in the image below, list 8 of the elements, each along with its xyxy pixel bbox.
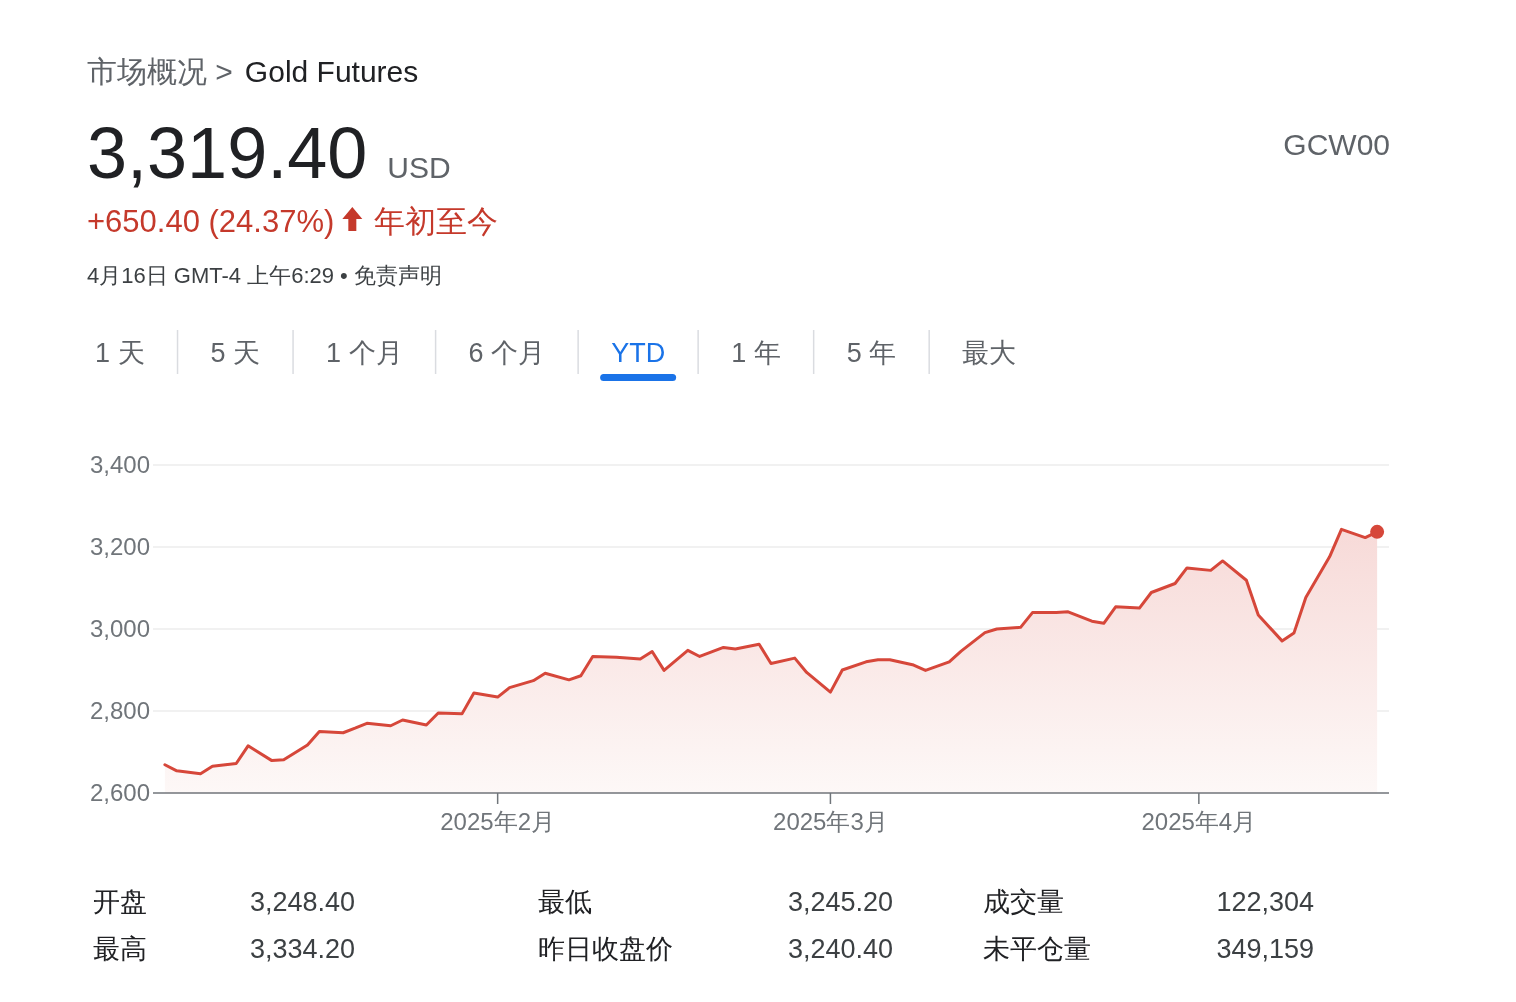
period: 年初至今 [374, 204, 499, 239]
breadcrumb: 市场概况 > [87, 55, 233, 88]
ticker: GCW00 [1283, 128, 1390, 161]
price: 3,319.40 [87, 113, 368, 193]
currency: USD [387, 151, 451, 184]
title: Gold Futures [244, 55, 419, 88]
change: +650.40 (24.37%) [87, 204, 335, 239]
timestamp: 4月16日 GMT-4 上午6:29 • 免责声明 [87, 263, 442, 288]
